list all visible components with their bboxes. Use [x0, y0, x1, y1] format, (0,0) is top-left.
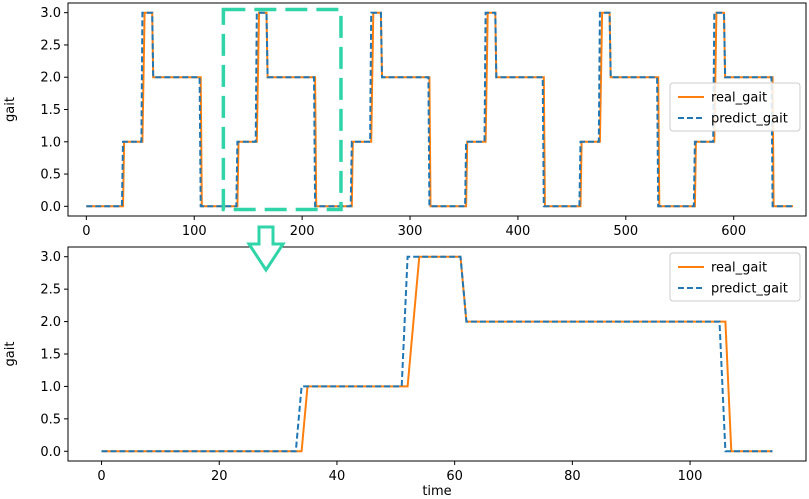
- x-tick-label-2-1: 20: [211, 469, 228, 484]
- x-tick-label-2-5: 100: [678, 469, 703, 484]
- series-line-predict_gait-2: [101, 255, 773, 453]
- legend-box-1: [669, 82, 801, 132]
- chart-panel-2: 0 20 40 60 80 100 0.0 0.5 1.0 1.5 2.0 2.5 3.0 gait tim…: [3, 246, 807, 499]
- y-axis-label-2: gait: [3, 342, 18, 367]
- y-tick-label-2-5: 2.5: [40, 283, 61, 298]
- x-tick-label-1-4: 400: [506, 224, 531, 239]
- x-tick-label-1-0: 0: [82, 224, 90, 239]
- x-tick-label-1-1: 100: [182, 224, 207, 239]
- x-tick-label-1-3: 300: [398, 224, 423, 239]
- x-tick-label-2-2: 40: [329, 469, 346, 484]
- x-tick-label-2-4: 80: [564, 469, 581, 484]
- y-tick-label-2-1: 0.5: [40, 412, 61, 427]
- legend-1: real_gait predict_gait: [669, 82, 801, 132]
- y-tick-label-1-0: 0.0: [40, 200, 61, 215]
- series-line-predict_gait-1: [86, 11, 794, 208]
- y-tick-label-2-6: 3.0: [40, 250, 61, 265]
- legend-label-real_gait-2: real_gait: [711, 261, 767, 276]
- zoom-arrow-icon: [246, 225, 286, 273]
- y-tick-label-1-3: 1.5: [40, 103, 61, 118]
- y-tick-label-1-4: 2.0: [40, 71, 61, 86]
- y-tick-label-1-2: 1.0: [40, 135, 61, 150]
- y-tick-label-2-2: 1.0: [40, 380, 61, 395]
- legend-2: real_gait predict_gait: [669, 252, 801, 302]
- x-tick-label-1-5: 500: [613, 224, 638, 239]
- legend-label-predict_gait-1: predict_gait: [711, 112, 788, 127]
- x-tick-label-1-6: 600: [721, 224, 746, 239]
- highlight-box: [221, 7, 343, 212]
- legend-box-2: [669, 252, 801, 302]
- y-tick-label-2-0: 0.0: [40, 445, 61, 460]
- chart-panel-1: 0 100 200 300 400 500 600 0.0 0.5 1.0 1.5 2.0 2.5 3.0…: [3, 2, 807, 239]
- series-line-real_gait-2: [101, 255, 773, 453]
- y-tick-label-1-1: 0.5: [40, 168, 61, 183]
- x-tick-label-1-2: 200: [290, 224, 315, 239]
- legend-label-predict_gait-2: predict_gait: [711, 282, 788, 297]
- y-tick-label-2-3: 1.5: [40, 348, 61, 363]
- y-tick-label-1-6: 3.0: [40, 6, 61, 21]
- x-tick-label-2-3: 60: [446, 469, 463, 484]
- y-tick-label-1-5: 2.5: [40, 38, 61, 53]
- x-tick-label-2-0: 0: [97, 469, 105, 484]
- legend-label-real_gait-1: real_gait: [711, 91, 767, 106]
- x-axis-label-2: time: [422, 484, 451, 499]
- y-axis-label-1: gait: [3, 97, 18, 122]
- y-tick-label-2-4: 2.0: [40, 315, 61, 330]
